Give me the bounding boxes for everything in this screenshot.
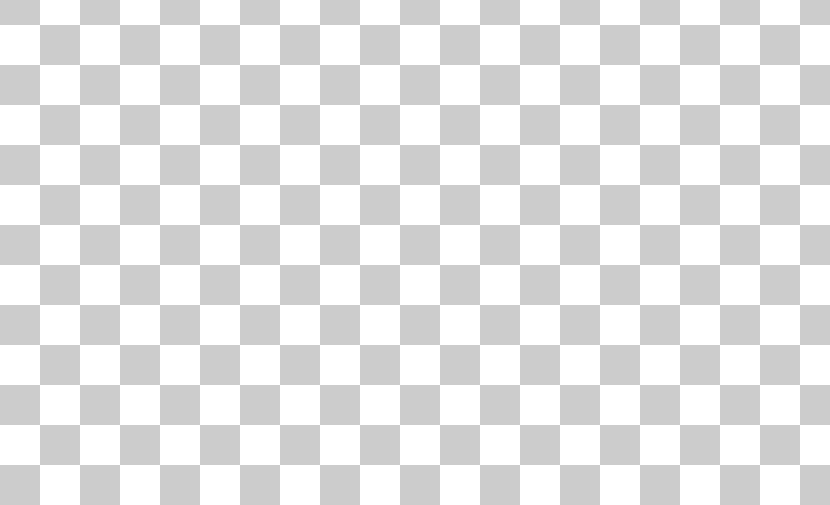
Polygon shape (374, 148, 426, 191)
Bar (246, 144, 374, 195)
Text: Process A: Process A (261, 161, 359, 178)
Text: Process C: Process C (544, 332, 642, 349)
Bar (400, 230, 529, 280)
Polygon shape (529, 234, 580, 276)
Polygon shape (490, 319, 541, 362)
Polygon shape (660, 321, 706, 360)
Bar (529, 315, 657, 366)
Text: Buffer
or
Safety Stock: Buffer or Safety Stock (637, 113, 746, 163)
Polygon shape (152, 146, 210, 193)
Polygon shape (361, 234, 413, 276)
Text: Just-in-Case (JIC) Involves the use of buffer or safety stock: Just-in-Case (JIC) Involves the use of b… (128, 74, 723, 92)
Text: Process B: Process B (415, 246, 513, 264)
Text: Buffer
or
Safety Stock: Buffer or Safety Stock (116, 346, 226, 396)
